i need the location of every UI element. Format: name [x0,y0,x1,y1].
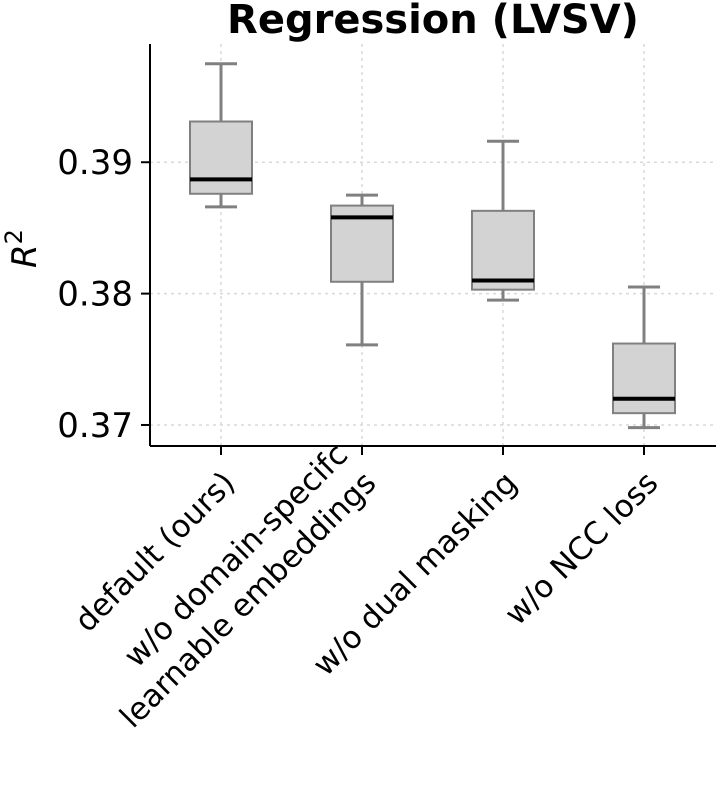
y-tick-label: 0.37 [57,406,133,446]
y-axis-label-main: R [5,244,45,268]
box-group [330,193,394,347]
box-iqr [612,342,676,415]
y-tick-label: 0.38 [57,275,133,315]
box-group [189,62,253,209]
y-axis-label-superscript: 2 [0,229,28,244]
axes [149,44,716,447]
box-group [471,139,535,302]
box-iqr [471,209,535,291]
y-axis-label: R2 [0,229,45,268]
y-ticks: 0.37 0.38 0.39 [57,143,150,446]
category-labels: default (ours)w/o domain-specifclearnabl… [68,437,665,736]
chart-title: Regression (LVSV) [227,0,639,43]
grid-layer [150,44,716,446]
boxes [189,62,676,430]
box-group [612,285,676,430]
y-tick-label: 0.39 [57,143,133,183]
box-iqr [189,120,253,195]
x-ticks [220,446,645,455]
x-category-label: learnable embeddings [113,465,383,735]
